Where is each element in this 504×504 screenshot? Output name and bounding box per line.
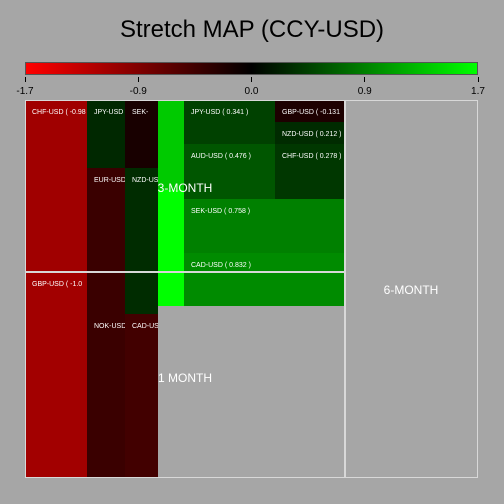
cell-label: CAD-USD ( 0.832 ) [191,262,251,269]
cell-label: AUD-USD ( 0.476 ) [191,153,251,160]
group-label: 1 MONTH [158,371,212,385]
treemap-cell[interactable]: SEK- [125,100,158,168]
scale-tick-label: 0.0 [244,86,259,97]
group-label: 3-MONTH [157,181,213,195]
color-scale-bar [25,62,478,75]
scale-tick-label: -0.9 [129,86,147,97]
cell-label: CAD-USD [132,323,158,330]
cell-label: SEK-USD ( 0.758 ) [191,208,251,215]
cell-label: NZD-USD ( 0.212 ) [282,131,342,138]
treemap-cell[interactable]: CAD-USD [125,314,158,478]
chart-title: Stretch MAP (CCY-USD) [119,16,385,43]
cell-label: NOK-USD [94,323,125,330]
cell-label: EUR-USD [94,177,125,184]
treemap-cell[interactable]: CHF-USD ( 0.278 ) [275,144,345,199]
cell-label: CHF-USD ( 0.278 ) [282,153,342,160]
scale-tick-label: 0.9 [357,86,372,97]
scale-tick-mark [251,77,252,82]
cell-label: GBP-USD ( -1.0 [32,281,83,288]
treemap-cell[interactable]: GBP-USD ( -0.131 [275,100,345,122]
treemap-cell[interactable]: SEK-USD ( 0.758 ) [184,199,345,253]
scale-tick-mark [364,77,366,82]
cell-label: SEK- [132,109,149,116]
cell-label: JPY-USD ( 0.341 ) [191,109,249,116]
treemap-cell[interactable]: NZD-USD [125,168,158,314]
cell-label: GBP-USD ( -0.131 [282,109,340,116]
treemap-cell[interactable]: NOK-USD [87,314,125,478]
treemap-cell[interactable]: JPY-USD ( 0.341 ) [184,100,275,144]
scale-tick-mark [137,77,139,82]
treemap-cell[interactable]: AUD-USD ( 0.476 ) [184,144,275,199]
scale-tick-label: -1.7 [16,86,34,97]
treemap-cell[interactable]: GBP-USD ( -1.0 [25,272,87,478]
cell-label: NZD-USD [132,177,158,184]
treemap-cell[interactable]: EUR-USD [87,168,125,314]
cell-label: JPY-USD [94,109,124,116]
group-label: 6-MONTH [383,283,439,297]
scale-tick-mark [24,77,26,82]
treemap-cell[interactable]: CAD-USD ( 0.832 ) [184,253,345,306]
treemap-cell[interactable]: CHF-USD ( -0.98 [25,100,87,272]
cell-label: CHF-USD ( -0.98 [32,109,86,116]
scale-tick-mark [477,77,479,82]
scale-tick-label: 1.7 [471,86,485,97]
treemap-cell[interactable]: NZD-USD ( 0.212 ) [275,122,345,144]
treemap-area: GBP-USD ( -0.818 )NZD-USD ( 0.433 )NOK-U… [25,100,478,478]
treemap-cell[interactable]: JPY-USD [87,100,125,168]
